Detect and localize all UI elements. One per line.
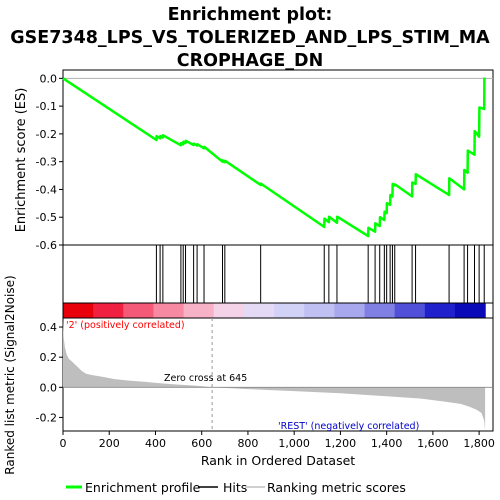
heat-segment — [93, 303, 124, 318]
metric-panel: 0.4 0.2 0.0 -0.2 '2' (positively correlated)… — [36, 317, 495, 450]
positive-correlation-label: '2' (positively correlated) — [66, 320, 185, 331]
es-panel-frame — [62, 69, 494, 246]
es-panel: 0.0 -0.1 -0.2 -0.3 -0.4 -0.5 -0.6 — [36, 69, 494, 252]
es-y-tick-label: -0.2 — [36, 128, 57, 141]
heat-segment — [243, 303, 275, 318]
legend-label-2: Hits — [223, 480, 247, 495]
metric-panel-frame — [62, 317, 494, 432]
heat-segment — [213, 303, 245, 318]
metric-y-tick-label: 0.0 — [40, 381, 58, 394]
heat-segment — [364, 303, 396, 318]
chart-title: Enrichment plot: GSE7348_LPS_VS_TOLERIZED… — [10, 5, 490, 71]
heat-segment — [424, 303, 456, 318]
x-tick-label: 1,000 — [278, 437, 310, 450]
negative-correlation-label: 'REST' (negatively correlated) — [278, 421, 419, 432]
es-y-tick-label: -0.6 — [36, 239, 57, 252]
legend-label-3: Ranking metric scores — [267, 480, 406, 495]
heat-segment — [334, 303, 366, 318]
metric-y-tick-label: 0.4 — [40, 321, 58, 334]
x-tick-label: 400 — [145, 437, 166, 450]
es-y-tick-label: -0.3 — [36, 156, 57, 169]
hits-panel — [62, 244, 494, 304]
metric-y-tick-label: 0.2 — [40, 351, 58, 364]
chart-title-line-3: CROPHAGE_DN — [177, 51, 323, 71]
es-y-tick-label: 0.0 — [40, 72, 58, 85]
heat-segment — [454, 303, 486, 318]
es-y-tick-label: -0.4 — [36, 183, 57, 196]
chart-title-line-1: Enrichment plot: — [168, 5, 333, 25]
heat-segment — [274, 303, 305, 318]
heat-segment — [394, 303, 426, 318]
heat-segment — [63, 303, 94, 318]
es-y-tick-label: -0.5 — [36, 211, 57, 224]
x-tick-label: 1,400 — [371, 437, 403, 450]
zero-cross-label: Zero cross at 645 — [164, 373, 247, 384]
heat-segment — [183, 303, 215, 318]
es-y-axis-label: Enrichment score (ES) — [14, 88, 29, 233]
enrichment-profile-line — [62, 77, 486, 238]
es-y-tick-label: -0.1 — [36, 100, 57, 113]
x-tick-label: 200 — [99, 437, 120, 450]
heat-segment — [153, 303, 185, 318]
heatmap-bar — [62, 302, 494, 319]
x-tick-label: 800 — [237, 437, 258, 450]
hits-panel-frame — [62, 244, 494, 304]
heat-segment — [304, 303, 335, 318]
x-tick-label: 1,200 — [325, 437, 357, 450]
metric-y-axis-label: Ranked list metric (Signal2Noise) — [3, 275, 17, 474]
x-tick-label: 0 — [60, 437, 67, 450]
heat-segment — [123, 303, 155, 318]
x-tick-label: 600 — [191, 437, 212, 450]
metric-y-tick-label: -0.2 — [36, 411, 57, 424]
x-tick-label: 1,800 — [463, 437, 495, 450]
legend-label-1: Enrichment profile — [85, 480, 201, 495]
x-tick-label: 1,600 — [417, 437, 449, 450]
x-axis-label: Rank in Ordered Dataset — [201, 453, 355, 468]
axis-labels: Rank in Ordered Dataset Enrichment score … — [3, 88, 355, 475]
chart-title-line-2: GSE7348_LPS_VS_TOLERIZED_AND_LPS_STIM_MA — [10, 28, 490, 48]
legend: Enrichment profile Hits Ranking metric sco… — [62, 476, 438, 498]
